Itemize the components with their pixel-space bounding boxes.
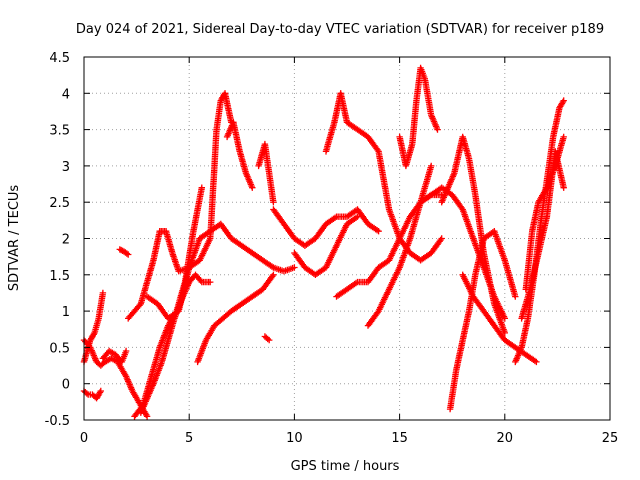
data-point [323,121,337,155]
y-tick-label: 1 [62,305,70,320]
data-point [453,339,465,373]
chart-title: Day 024 of 2021, Sidereal Day-to-day VTE… [76,22,604,37]
y-tick-label: 4 [62,87,70,102]
data-point [460,206,476,240]
x-axis-label: GPS time / hours [291,459,400,474]
series-arc-10 [194,272,276,366]
series-arc-12 [255,141,276,206]
data-point [466,155,478,196]
x-tick-label: 0 [80,431,88,446]
y-tick-label: 0 [62,378,70,393]
data-point [222,90,234,124]
data-point [190,186,205,234]
data-point [91,317,101,336]
x-tick-label: 20 [497,431,514,446]
data-point [213,99,223,133]
series-arc-14 [270,206,382,249]
chart: Day 024 of 2021, Sidereal Day-to-day VTE… [0,0,640,480]
series-arc-22 [447,228,519,412]
data-point [409,99,420,147]
x-tick-label: 25 [602,431,619,446]
x-tick-label: 15 [391,431,408,446]
data-point [243,170,255,189]
y-tick-label: 3.5 [49,124,70,139]
series-arc-11 [224,119,256,191]
data-point [266,170,276,204]
y-tick-label: 4.5 [49,51,70,66]
series-arc-25 [518,148,567,321]
data-point [96,292,106,322]
data-point [447,368,459,413]
y-tick-label: -0.5 [45,414,70,429]
data-point [428,112,440,131]
data-point [144,259,156,286]
y-tick-label: 3 [62,160,70,175]
data-point [230,119,242,153]
series-arc-19 [396,65,440,169]
data-point [422,76,434,117]
series-arc-24 [512,97,567,365]
data-point [375,148,392,211]
data-point [237,148,249,175]
data-points [81,65,567,420]
data-point [150,230,162,264]
data-point [550,106,562,140]
y-tick-label: 2 [62,233,70,248]
x-tick-label: 10 [286,431,303,446]
data-point [460,310,472,344]
data-point [518,317,530,351]
y-tick-label: 2.5 [49,196,70,211]
data-point [169,250,181,273]
series-arc-5 [117,246,132,258]
data-point [502,257,518,298]
y-tick-label: 1.5 [49,269,70,284]
y-axis-label: SDTVAR / TECUs [7,185,22,292]
x-tick-label: 5 [185,431,193,446]
y-tick-label: 0.5 [49,341,70,356]
series-arc-6 [125,90,235,322]
data-point [481,250,498,305]
series-arc-13 [262,333,273,343]
